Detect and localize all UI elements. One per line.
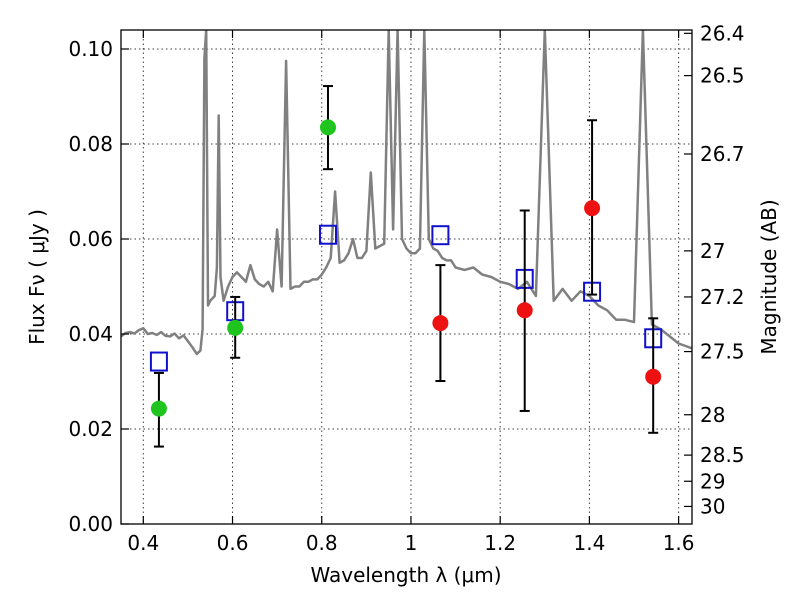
x-tick-label: 1.4 — [573, 531, 605, 555]
y-tick-label: 0.10 — [68, 37, 113, 61]
x-axis-label: Wavelength λ (μm) — [310, 563, 501, 587]
y2-tick-label: 30 — [700, 494, 725, 518]
series-layer — [121, 30, 692, 356]
flux-point-marker — [432, 315, 449, 332]
flux-point-marker — [516, 302, 533, 319]
y-tick-label: 0.02 — [68, 417, 113, 441]
y2-tick-label: 27 — [700, 239, 725, 263]
flux-point-marker — [645, 368, 662, 385]
x-tick-label: 0.8 — [306, 531, 338, 555]
y2-axis-label: Magnitude (AB) — [757, 199, 781, 354]
x-tick-label: 1.6 — [663, 531, 695, 555]
plot-frame — [120, 29, 693, 525]
flux-point-marker — [319, 119, 336, 136]
ticks-layer — [121, 30, 692, 525]
model-square-marker — [149, 351, 168, 372]
y-axis-label: Flux Fν ( μJy ) — [25, 209, 49, 345]
x-tick-label: 0.4 — [127, 531, 159, 555]
y2-tick-label: 26.4 — [700, 21, 745, 45]
y-tick-label: 0.00 — [68, 512, 113, 536]
flux-point-marker — [227, 319, 244, 336]
model-square-marker — [431, 225, 450, 246]
y2-tick-label: 28 — [700, 403, 725, 427]
labels-layer: 0.4 0.6 0.8 1 1.2 1.4 1.6 0.00 0.02 0.04 0.06 0.08 0… — [68, 21, 744, 555]
x-tick-label: 1 — [405, 531, 418, 555]
x-tick-label: 0.6 — [217, 531, 249, 555]
y-tick-label: 0.04 — [68, 322, 113, 346]
flux-point-marker — [150, 400, 167, 417]
flux-point-marker — [584, 200, 601, 217]
x-tick-label: 1.2 — [484, 531, 516, 555]
y2-tick-label: 26.7 — [700, 142, 745, 166]
y-tick-label: 0.08 — [68, 132, 113, 156]
y-tick-label: 0.06 — [68, 227, 113, 251]
model-square-marker — [318, 224, 337, 245]
y2-tick-label: 26.5 — [700, 64, 745, 88]
y2-tick-label: 29 — [700, 469, 725, 493]
y2-tick-label: 27.5 — [700, 340, 745, 364]
points-layer — [149, 85, 663, 448]
spectrum-line — [121, 30, 692, 356]
y2-tick-label: 28.5 — [700, 443, 745, 467]
y2-tick-label: 27.2 — [700, 285, 745, 309]
